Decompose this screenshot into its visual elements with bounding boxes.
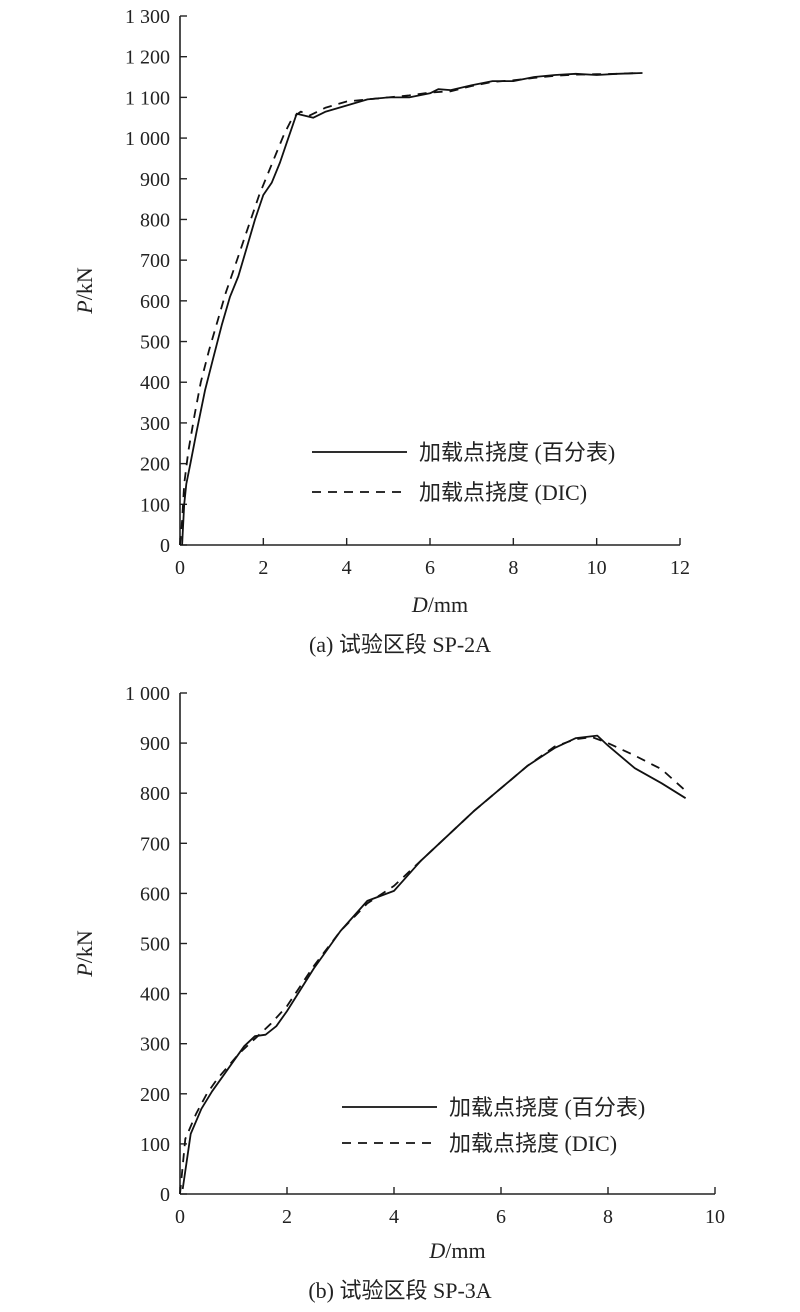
y-axis-title-var: P bbox=[72, 963, 97, 977]
y-tick-label: 200 bbox=[140, 1084, 170, 1106]
y-tick-label: 1 100 bbox=[125, 87, 170, 109]
y-tick-label: 400 bbox=[140, 372, 170, 394]
x-tick-label: 8 bbox=[603, 1206, 613, 1228]
x-axis-title-var: D bbox=[428, 1238, 445, 1263]
x-tick-label: 0 bbox=[175, 557, 185, 579]
x-axis-title-unit: /mm bbox=[445, 1238, 485, 1263]
x-tick-label: 10 bbox=[587, 557, 607, 579]
y-tick-label: 1 000 bbox=[125, 128, 170, 150]
y-tick-label: 500 bbox=[140, 934, 170, 956]
y-tick-label: 200 bbox=[140, 454, 170, 476]
y-axis-title: P/kN bbox=[72, 267, 97, 315]
y-tick-label: 100 bbox=[140, 1134, 170, 1156]
y-tick-label: 800 bbox=[140, 783, 170, 805]
x-tick-label: 0 bbox=[175, 1206, 185, 1228]
x-tick-label: 2 bbox=[258, 557, 268, 579]
y-tick-label: 600 bbox=[140, 291, 170, 313]
chart-caption: (a) 试验区段 SP-2A bbox=[309, 632, 491, 657]
x-tick-label: 8 bbox=[508, 557, 518, 579]
y-tick-label: 1 000 bbox=[125, 683, 170, 705]
y-tick-label: 100 bbox=[140, 494, 170, 516]
x-tick-label: 4 bbox=[389, 1206, 399, 1228]
y-tick-label: 300 bbox=[140, 413, 170, 435]
y-tick-label: 700 bbox=[140, 250, 170, 272]
x-tick-label: 4 bbox=[342, 557, 352, 579]
series-line-dial-gauge bbox=[181, 734, 687, 1190]
x-tick-label: 12 bbox=[670, 557, 690, 579]
legend-label: 加载点挠度 (百分表) bbox=[419, 440, 615, 465]
y-tick-label: 300 bbox=[140, 1034, 170, 1056]
y-tick-label: 0 bbox=[160, 1184, 170, 1206]
x-tick-label: 10 bbox=[705, 1206, 725, 1228]
y-axis-title-unit: /kN bbox=[72, 267, 97, 300]
x-axis-title: D/mm bbox=[428, 1238, 485, 1263]
series-line-dic bbox=[179, 736, 689, 1195]
y-axis-title: P/kN bbox=[72, 930, 97, 978]
series-line-dic bbox=[179, 72, 639, 546]
x-axis-title-unit: /mm bbox=[428, 592, 468, 617]
y-tick-label: 0 bbox=[160, 535, 170, 557]
y-tick-label: 1 200 bbox=[125, 47, 170, 69]
y-tick-label: 400 bbox=[140, 984, 170, 1006]
chart-b: 0 100 200 300 400 500 600 700 800 900 1 000 0 2 4 6 8 10… bbox=[72, 683, 725, 1303]
x-tick-label: 2 bbox=[282, 1206, 292, 1228]
series-line-dial-gauge bbox=[181, 72, 643, 546]
legend-label: 加载点挠度 (DIC) bbox=[449, 1131, 617, 1156]
y-tick-label: 700 bbox=[140, 833, 170, 855]
y-tick-label: 600 bbox=[140, 883, 170, 905]
y-tick-label: 900 bbox=[140, 733, 170, 755]
chart-caption: (b) 试验区段 SP-3A bbox=[308, 1278, 491, 1303]
y-axis-title-var: P bbox=[72, 300, 97, 314]
y-tick-label: 800 bbox=[140, 209, 170, 231]
x-tick-label: 6 bbox=[425, 557, 435, 579]
y-tick-label: 900 bbox=[140, 169, 170, 191]
y-tick-label: 1 300 bbox=[125, 6, 170, 28]
x-axis-title-var: D bbox=[411, 592, 428, 617]
x-axis-title: D/mm bbox=[411, 592, 468, 617]
y-axis-title-unit: /kN bbox=[72, 930, 97, 963]
legend-label: 加载点挠度 (百分表) bbox=[449, 1095, 645, 1120]
x-tick-label: 6 bbox=[496, 1206, 506, 1228]
legend: 加载点挠度 (百分表) 加载点挠度 (DIC) bbox=[312, 440, 615, 505]
legend: 加载点挠度 (百分表) 加载点挠度 (DIC) bbox=[342, 1095, 645, 1156]
y-tick-label: 500 bbox=[140, 332, 170, 354]
legend-label: 加载点挠度 (DIC) bbox=[419, 480, 587, 505]
